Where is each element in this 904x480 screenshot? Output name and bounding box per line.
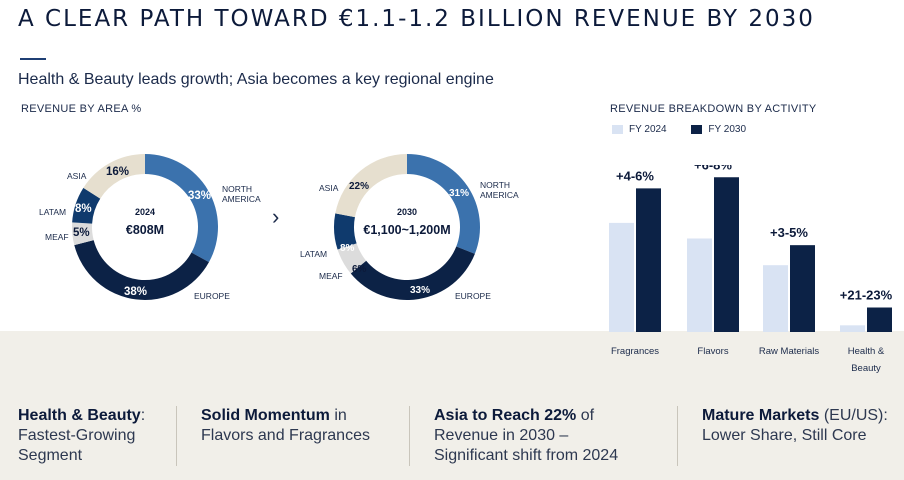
donut-2024-center: 2024 €808M [100, 207, 190, 237]
takeaway-1-rest: : [140, 407, 146, 424]
bar-fragrances-fy2030 [636, 188, 661, 332]
donut-chart-2024 [72, 154, 218, 300]
bar-health-beauty-fy2030 [867, 307, 892, 332]
donut-2024-na-pct: 33% [188, 190, 212, 202]
title-underline [20, 58, 46, 60]
takeaway-3-rest: of [576, 407, 595, 424]
donut-2024-slice-latam [72, 187, 101, 224]
legend-swatch-fy2030 [691, 125, 703, 134]
bar-raw-materials-fy2024 [763, 265, 788, 332]
legend-item-fy2030: FY 2030 [691, 124, 746, 135]
donut-2024-na-label: NORTH AMERICA [222, 184, 261, 204]
donut-2030-slice-north-america [407, 154, 480, 254]
donut-2030-europe-pct: 33% [410, 285, 431, 296]
takeaway-2-line2: Flavors and Fragrances [201, 427, 370, 444]
donut-2030-latam-label: LATAM [300, 249, 328, 259]
donut-2024-meaf-pct: 5% [73, 227, 90, 239]
category-label-0: Fragrances [611, 346, 659, 357]
takeaway-4-line2: Lower Share, Still Core [702, 427, 867, 444]
donut-2024-meaf-label: MEAF [45, 232, 69, 242]
donut-2024-year: 2024 [134, 207, 156, 217]
bar-chart: +4-6% Fragrances +6-8% Flavors +3-5% Raw Mate… [609, 165, 893, 374]
donut-2030-asia-label: ASIA [319, 183, 339, 193]
donut-2030-slice-meaf [337, 243, 367, 274]
legend-item-fy2024: FY 2024 [612, 124, 667, 135]
takeaway-2-bold: Solid Momentum [201, 407, 330, 424]
legend-swatch-fy2024 [612, 125, 623, 134]
takeaway-health-beauty: Health & Beauty: Fastest-Growing Segment [18, 406, 168, 466]
takeaway-asia: Asia to Reach 22% of Revenue in 2030 – S… [434, 406, 664, 466]
takeaway-4-bold: Mature Markets [702, 407, 820, 424]
donut-2030-slice-europe [350, 246, 475, 300]
donut-2030-na-label: NORTH AMERICA [480, 180, 519, 200]
donut-2030-year: 2030 [396, 207, 418, 217]
donut-2024-europe-label: EUROPE [194, 291, 230, 301]
takeaway-4-rest: (EU/US): [819, 407, 888, 424]
takeaway-1-line2: Fastest-Growing [18, 427, 136, 444]
takeaway-3-bold: Asia to Reach 22% [434, 407, 577, 424]
takeaway-divider [409, 406, 410, 466]
takeaway-3-line3: Significant shift from 2024 [434, 447, 619, 464]
bar-raw-materials-fy2030 [790, 245, 815, 332]
donut-2030-slice-latam [334, 213, 357, 250]
category-label-3-line0: Health & [848, 346, 885, 357]
bar-fragrances-fy2024 [609, 222, 634, 332]
donut-2024-slice-north-america [145, 154, 218, 263]
bar-legend: FY 2024 FY 2030 [612, 124, 768, 137]
page-title: A CLEAR PATH TOWARD €1.1-1.2 BILLION REV… [18, 6, 815, 32]
donut-2030-na-pct: 31% [449, 188, 470, 199]
donut-2024-latam-label: LATAM [39, 207, 67, 217]
category-label-2: Raw Materials [759, 346, 819, 357]
donut-2024-slice-europe [74, 240, 209, 300]
donut-2024-europe-pct: 38% [124, 286, 148, 298]
donut-2024-asia-label: ASIA [67, 171, 87, 181]
donut-2030-total: €1,100~1,200M [363, 223, 451, 237]
donut-chart-2030 [334, 154, 480, 300]
donut-2030-meaf-pct: 6% [352, 264, 367, 275]
donut-2030-europe-label: EUROPE [455, 291, 491, 301]
takeaway-3-line2: Revenue in 2030 – [434, 427, 569, 444]
chevron-right-icon: › [272, 204, 280, 229]
bar-health-beauty-fy2024 [840, 325, 865, 332]
donut-2024-asia-pct: 16% [106, 166, 130, 178]
donut-2024-slice-asia [83, 154, 145, 199]
takeaway-1-line3: Segment [18, 447, 83, 464]
donut-2030-asia-pct: 22% [349, 181, 370, 192]
area-section-label: REVENUE BY AREA % [21, 103, 142, 115]
legend-label-fy2024: FY 2024 [629, 124, 667, 135]
category-label-3-line1: Beauty [851, 363, 881, 374]
activity-section-label: REVENUE BREAKDOWN BY ACTIVITY [610, 103, 817, 115]
donut-2030-meaf-label: MEAF [319, 271, 343, 281]
takeaway-1-bold: Health & Beauty [18, 407, 141, 424]
takeaway-solid-momentum: Solid Momentum in Flavors and Fragrances [201, 406, 401, 446]
legend-label-fy2030: FY 2030 [708, 124, 747, 135]
donut-2030-center: 2030 €1,100~1,200M [357, 207, 457, 237]
donut-2024-slice-meaf [72, 222, 94, 246]
takeaways-band [0, 331, 904, 480]
takeaway-divider [677, 406, 678, 466]
growth-label-2: +3-5% [770, 225, 808, 240]
growth-label-0: +4-6% [616, 168, 654, 183]
category-label-1: Flavors [697, 346, 728, 357]
growth-label-1: +6-8% [694, 165, 732, 172]
donut-2030-latam-pct: 8% [340, 243, 355, 254]
bar-flavors-fy2030 [714, 177, 739, 332]
donut-2024-latam-pct: 8% [75, 203, 92, 215]
growth-label-3: +21-23% [840, 288, 893, 303]
takeaway-divider [176, 406, 177, 466]
donut-2024-total: €808M [125, 223, 165, 237]
takeaway-2-rest: in [329, 407, 347, 424]
takeaway-mature-markets: Mature Markets (EU/US): Lower Share, Sti… [702, 406, 904, 446]
donut-2030-slice-asia [335, 154, 407, 218]
bar-flavors-fy2024 [687, 238, 712, 332]
page-subtitle: Health & Beauty leads growth; Asia becom… [18, 71, 494, 88]
